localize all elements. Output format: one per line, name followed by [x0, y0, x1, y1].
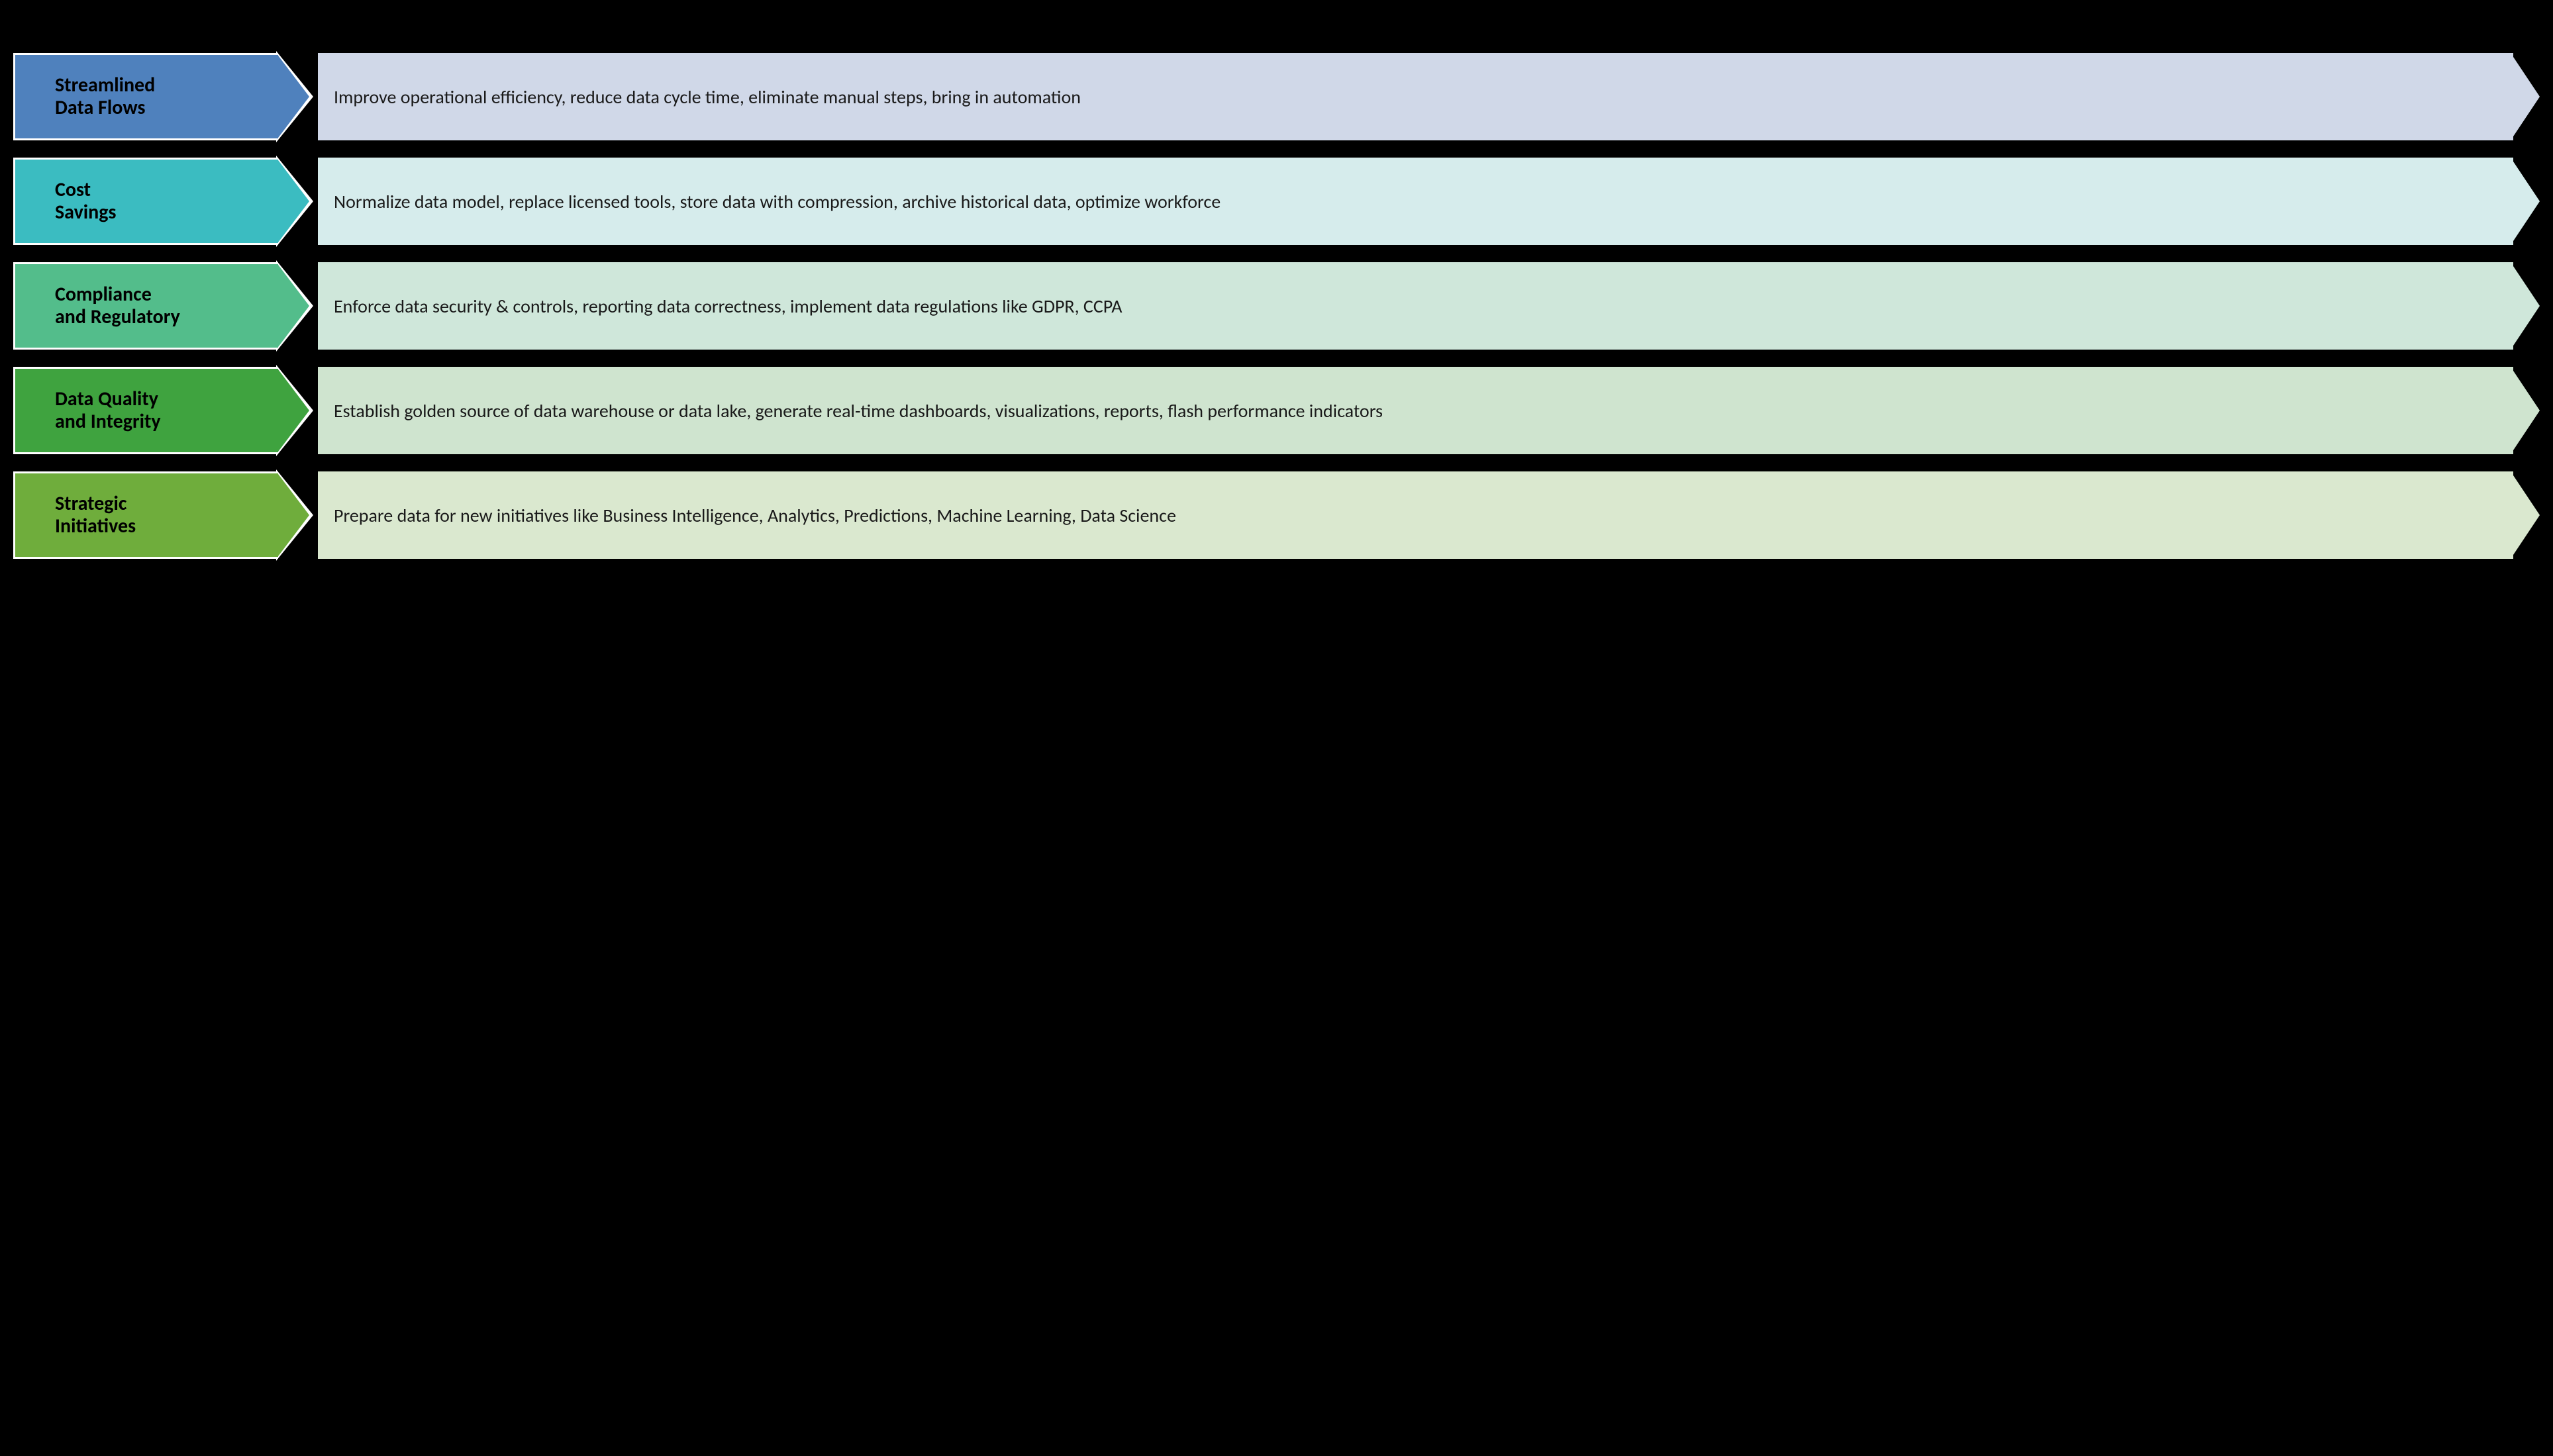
description-arrow: Establish golden source of data warehous…	[318, 367, 2540, 454]
diagram-row: StreamlinedData Flows Improve operational…	[13, 53, 2540, 140]
description-text: Enforce data security & controls, report…	[318, 262, 2513, 350]
label-body: CostSavings	[13, 158, 278, 245]
label-line1: Strategic	[55, 493, 278, 516]
label-line2: and Integrity	[55, 411, 278, 434]
label-line2: Data Flows	[55, 97, 278, 120]
diagram-row: StrategicInitiatives Prepare data for new…	[13, 471, 2540, 559]
description-text: Establish golden source of data warehous…	[318, 367, 2513, 454]
label-body: Complianceand Regulatory	[13, 262, 278, 350]
description-tip	[2511, 262, 2540, 350]
label-arrow: StrategicInitiatives	[13, 471, 278, 559]
label-body: Data Qualityand Integrity	[13, 367, 278, 454]
label-line2: Savings	[55, 201, 278, 224]
diagram-row: Data Qualityand Integrity Establish golde…	[13, 367, 2540, 454]
description-text: Prepare data for new initiatives like Bu…	[318, 471, 2513, 559]
label-arrow: CostSavings	[13, 158, 278, 245]
description-arrow: Improve operational efficiency, reduce d…	[318, 53, 2540, 140]
diagram-row: Complianceand Regulatory Enforce data sec…	[13, 262, 2540, 350]
description-arrow: Normalize data model, replace licensed t…	[318, 158, 2540, 245]
label-line1: Compliance	[55, 283, 278, 307]
label-arrow: Complianceand Regulatory	[13, 262, 278, 350]
description-tip	[2511, 158, 2540, 245]
label-tip-fill	[276, 471, 309, 559]
label-tip-fill	[276, 367, 309, 454]
description-tip	[2511, 53, 2540, 140]
description-arrow: Enforce data security & controls, report…	[318, 262, 2540, 350]
label-tip-fill	[276, 53, 309, 140]
label-tip-fill	[276, 158, 309, 245]
description-text: Normalize data model, replace licensed t…	[318, 158, 2513, 245]
label-body: StrategicInitiatives	[13, 471, 278, 559]
label-line2: Initiatives	[55, 515, 278, 538]
label-arrow: StreamlinedData Flows	[13, 53, 278, 140]
label-line1: Cost	[55, 179, 278, 202]
diagram-rows: StreamlinedData Flows Improve operational…	[13, 53, 2540, 559]
description-tip	[2511, 471, 2540, 559]
label-body: StreamlinedData Flows	[13, 53, 278, 140]
label-arrow: Data Qualityand Integrity	[13, 367, 278, 454]
label-line1: Streamlined	[55, 74, 278, 97]
label-tip-fill	[276, 262, 309, 350]
description-arrow: Prepare data for new initiatives like Bu…	[318, 471, 2540, 559]
description-text: Improve operational efficiency, reduce d…	[318, 53, 2513, 140]
label-line2: and Regulatory	[55, 306, 278, 329]
label-line1: Data Quality	[55, 388, 278, 411]
diagram-row: CostSavings Normalize data model, replace…	[13, 158, 2540, 245]
description-tip	[2511, 367, 2540, 454]
